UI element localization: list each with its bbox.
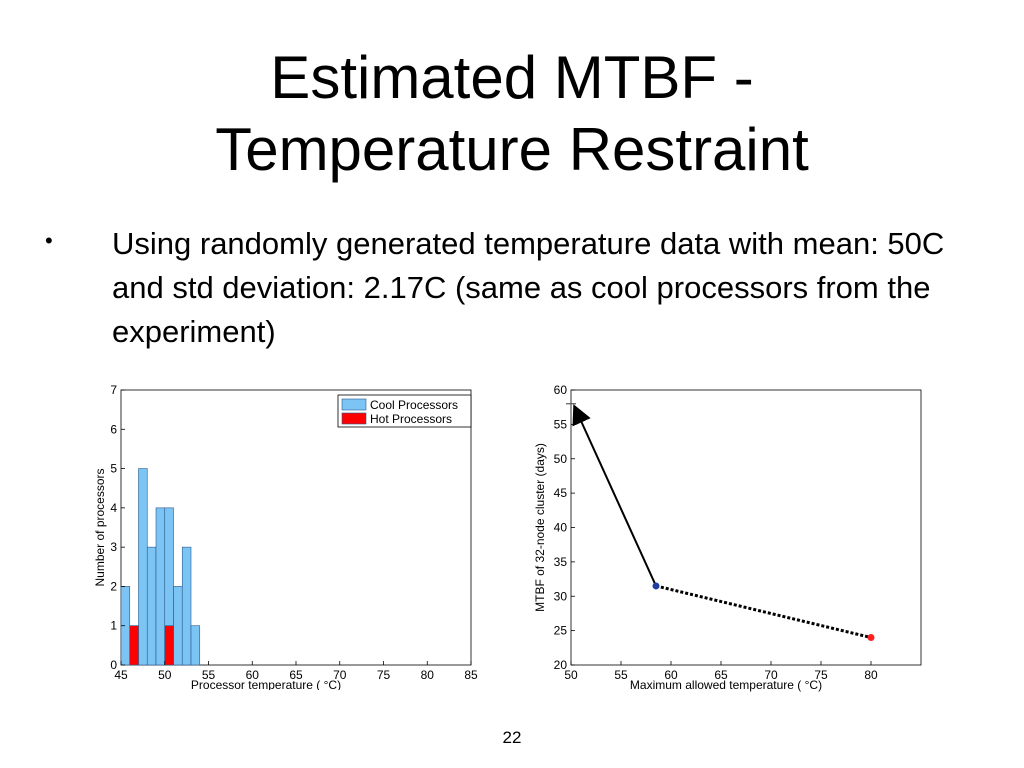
x-tick-label: 85 (464, 668, 478, 682)
y-tick-label: 5 (110, 462, 117, 476)
page-number: 22 (502, 728, 522, 747)
slide-title: Estimated MTBF - Temperature Restraint (0, 42, 1024, 186)
x-axis-label: Processor temperature ( °C) (191, 678, 341, 690)
x-tick-label: 50 (564, 668, 578, 682)
y-tick-label: 20 (554, 658, 568, 672)
x-tick-label: 55 (614, 668, 628, 682)
y-tick-label: 7 (110, 383, 117, 397)
y-tick-label: 55 (554, 417, 568, 431)
y-tick-label: 2 (110, 579, 117, 593)
series-line-solid (572, 404, 657, 587)
cool-bar (146, 546, 157, 666)
hot-bar (164, 625, 174, 666)
x-tick-label: 80 (421, 668, 435, 682)
y-tick-label: 4 (110, 501, 117, 515)
legend-swatch (341, 398, 367, 411)
y-tick-label: 6 (110, 422, 117, 436)
x-tick-label: 70 (764, 668, 778, 682)
y-tick-label: 25 (554, 624, 568, 638)
x-tick-label: 60 (664, 668, 678, 682)
legend-label: Hot Processors (370, 412, 452, 426)
data-point (652, 582, 660, 590)
slide-title-line-2: Temperature Restraint (215, 116, 809, 183)
slide-title-line-1: Estimated MTBF - (270, 44, 754, 111)
x-tick-label: 75 (814, 668, 828, 682)
legend-swatch (341, 412, 367, 425)
x-axis-label: Maximum allowed temperature ( °C) (630, 678, 822, 692)
y-tick-label: 35 (554, 555, 568, 569)
hot-bar (129, 625, 139, 666)
y-tick-label: 45 (554, 486, 568, 500)
series-line-dotted (655, 584, 872, 639)
mtbf-line-chart: 50 55 60 65 70 75 80202530354045505560Maximum … (533, 383, 922, 692)
legend-label: Cool Processors (370, 398, 458, 412)
x-tick-label: 50 (158, 668, 172, 682)
x-tick-label: 65 (714, 668, 728, 682)
cool-bar (155, 507, 166, 666)
y-tick-label: 60 (554, 383, 568, 397)
cool-bar (173, 586, 183, 666)
y-tick-label: 3 (110, 540, 117, 554)
plot-area (570, 389, 922, 666)
x-tick-label: 80 (864, 668, 878, 682)
x-tick-label: 75 (377, 668, 391, 682)
y-tick-label: 40 (554, 521, 568, 535)
y-axis-label: Number of processors (93, 468, 107, 586)
y-tick-label: 1 (110, 619, 117, 633)
x-tick-label: 70 (333, 668, 347, 682)
cool-bar (181, 546, 192, 666)
x-tick-label: 65 (289, 668, 303, 682)
x-tick-label: 60 (246, 668, 260, 682)
x-tick-label: 55 (202, 668, 216, 682)
data-point (867, 634, 875, 641)
y-tick-label: 0 (110, 658, 117, 672)
cool-bar (138, 468, 148, 666)
x-tick-label: 45 (114, 668, 128, 682)
y-axis-label: MTBF of 32-node cluster (days) (533, 443, 547, 612)
y-tick-label: 30 (554, 589, 568, 603)
bullet-text: Using randomly generated temperature dat… (112, 226, 945, 349)
y-tick-label: 50 (554, 452, 568, 466)
cool-bar (190, 625, 201, 666)
bullet-dot-icon: • (45, 228, 53, 253)
